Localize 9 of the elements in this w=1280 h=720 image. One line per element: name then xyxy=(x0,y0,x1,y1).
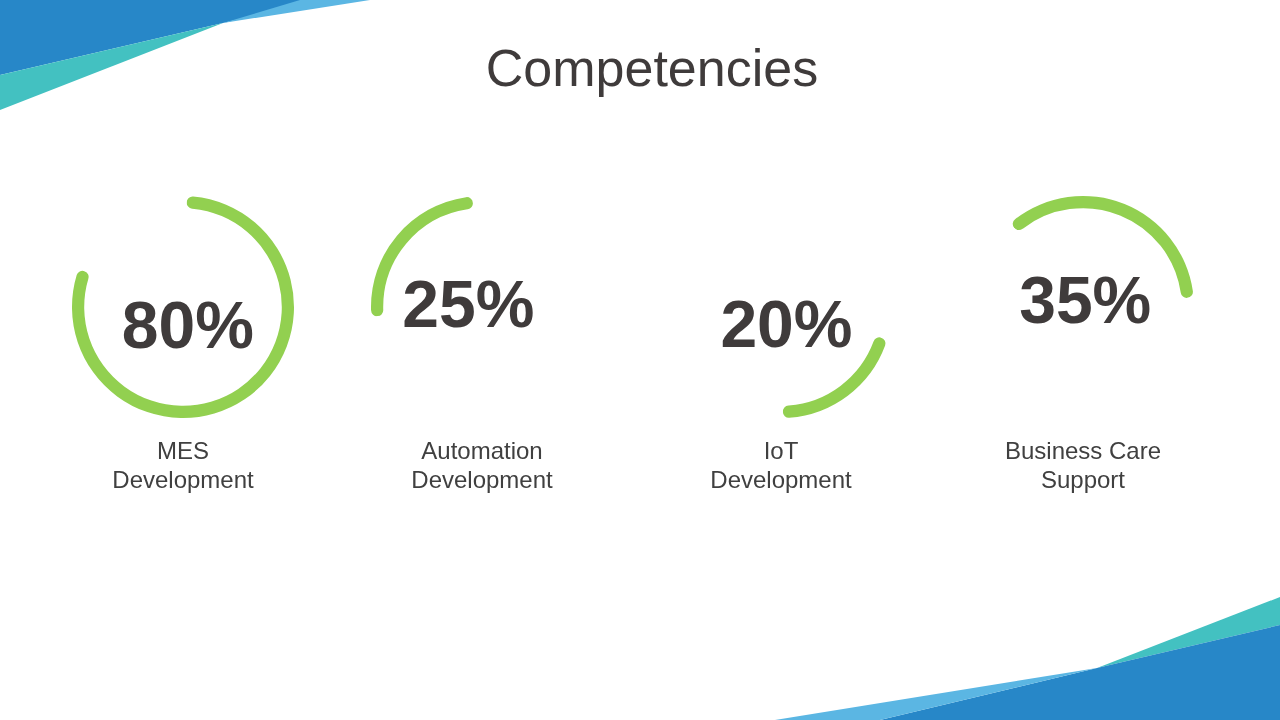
data-label: 80% xyxy=(121,287,254,362)
data-label: 20% xyxy=(720,287,853,362)
text: Automation Development xyxy=(411,436,554,493)
text: MES Development xyxy=(112,436,255,493)
text: Business Care Support xyxy=(1004,436,1162,493)
data-label: 35% xyxy=(1019,263,1152,338)
text: IoT Development xyxy=(710,436,853,493)
text: Competencies xyxy=(485,39,819,97)
data-label: 25% xyxy=(402,267,535,341)
